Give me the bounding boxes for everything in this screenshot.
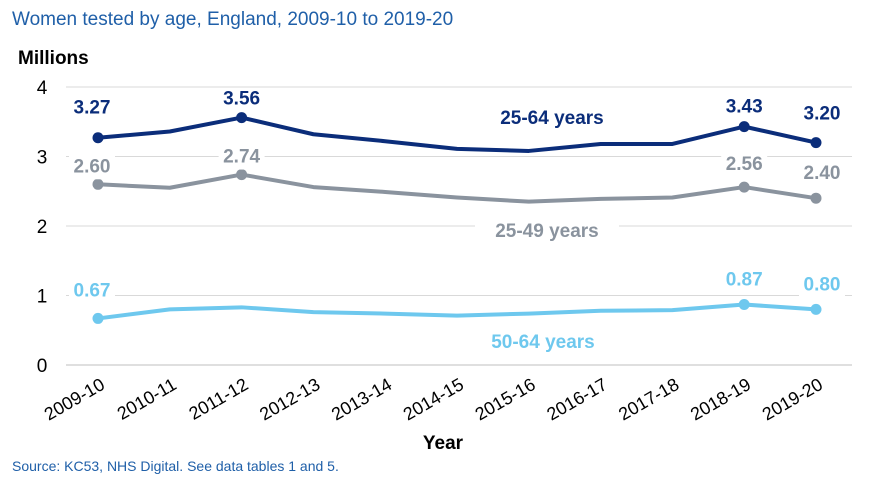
y-tick-label: 4 — [37, 78, 48, 99]
data-label: 2.40 — [804, 163, 841, 184]
source-note: Source: KC53, NHS Digital. See data tabl… — [12, 458, 339, 474]
data-label: 0.80 — [804, 274, 841, 295]
series-name-background — [471, 330, 615, 355]
data-point-marker — [738, 299, 750, 311]
data-label-background — [69, 279, 115, 304]
data-point-marker — [738, 121, 750, 133]
series-line — [96, 115, 818, 153]
data-point-marker — [236, 169, 248, 181]
data-label-background — [218, 145, 265, 170]
x-tick-label: 2016-17 — [543, 374, 610, 424]
data-label: 2.60 — [74, 156, 111, 177]
series-name-background — [475, 219, 619, 244]
y-tick-label: 3 — [37, 148, 48, 169]
data-label-background — [721, 153, 768, 178]
y-axis-title: Millions — [18, 48, 89, 69]
data-point-marker — [92, 132, 104, 144]
data-label: 3.43 — [726, 97, 763, 118]
data-point-marker — [92, 178, 104, 190]
series-line — [96, 302, 818, 321]
data-label: 2.56 — [726, 154, 763, 175]
x-tick-label: 2019-20 — [759, 374, 826, 424]
x-tick-label: 2013-14 — [328, 374, 395, 424]
x-tick-label: 2017-18 — [615, 374, 682, 424]
data-point-marker — [810, 192, 822, 204]
data-point-marker — [236, 112, 248, 124]
data-label-background — [799, 162, 845, 187]
series-name-label: 25-49 years — [495, 221, 599, 242]
x-tick-label: 2018-19 — [687, 374, 754, 424]
data-label: 3.56 — [223, 89, 260, 110]
y-tick-label: 1 — [37, 287, 48, 308]
y-tick-label: 0 — [37, 356, 48, 377]
x-tick-label: 2010-11 — [114, 374, 180, 424]
x-tick-label: 2014-15 — [400, 374, 467, 424]
series-line — [96, 172, 818, 204]
chart-title: Women tested by age, England, 2009-10 to… — [12, 9, 454, 30]
data-label-background — [721, 268, 768, 293]
x-tick-label: 2012-13 — [256, 374, 323, 424]
data-label: 3.20 — [804, 104, 841, 125]
x-tick-label: 2009-10 — [41, 374, 108, 424]
data-label-background — [721, 95, 768, 120]
series-name-background — [480, 106, 624, 131]
y-tick-label: 2 — [37, 217, 48, 238]
x-tick-label: 2011-12 — [186, 374, 252, 424]
data-label: 2.74 — [223, 147, 260, 168]
series-name-label: 50-64 years — [491, 332, 595, 353]
data-label: 0.67 — [74, 280, 111, 301]
data-label-background — [799, 273, 845, 298]
data-label: 0.87 — [726, 270, 763, 291]
data-label-background — [218, 87, 265, 112]
data-label: 3.27 — [74, 98, 111, 119]
x-tick-label: 2015-16 — [472, 374, 539, 424]
x-axis-title: Year — [423, 433, 464, 454]
data-label-background — [69, 96, 115, 121]
data-point-marker — [92, 312, 104, 324]
series-name-label: 25-64 years — [500, 108, 604, 129]
data-label-background — [799, 102, 845, 127]
data-label-background — [69, 155, 115, 180]
data-point-marker — [738, 181, 750, 193]
data-point-marker — [810, 137, 822, 149]
data-point-marker — [810, 303, 822, 315]
